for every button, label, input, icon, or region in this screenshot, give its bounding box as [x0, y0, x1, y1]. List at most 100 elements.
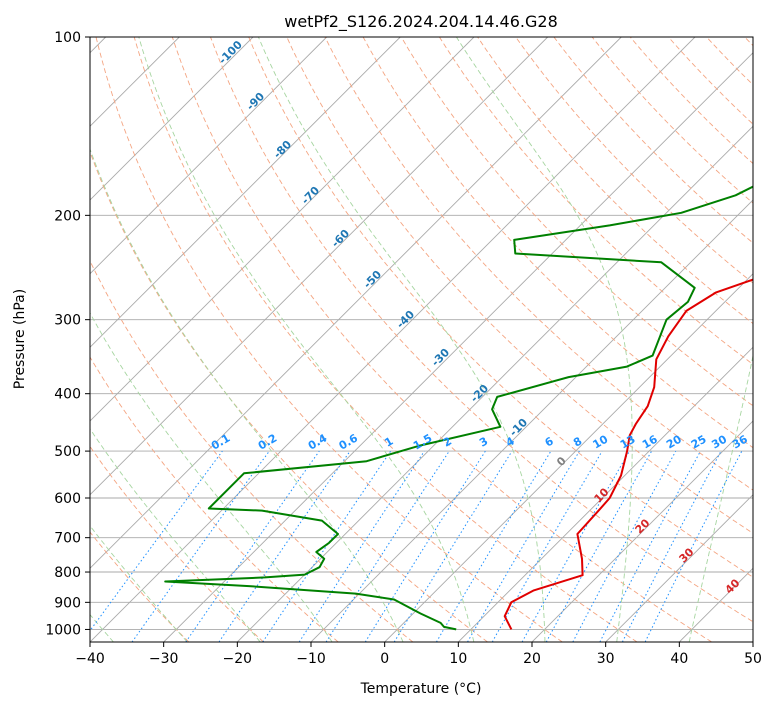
dry-adiabat-label: -20 — [468, 382, 491, 405]
moist-adiabat-label: 40 — [723, 576, 743, 596]
isotherm-line — [752, 641, 753, 642]
y-tick-label: 700 — [54, 531, 81, 547]
isotherm-line — [90, 37, 549, 496]
x-tick-label: 10 — [449, 651, 467, 667]
mixing-ratio-label: 0.4 — [306, 431, 330, 452]
plot-frame — [89, 36, 754, 643]
mixing-ratio-line — [572, 450, 677, 642]
isotherm-line — [90, 37, 475, 422]
mixing-ratio-line — [325, 450, 450, 642]
dry-adiabat-label: -30 — [429, 346, 452, 369]
mixing-ratio-label: 30 — [709, 432, 729, 451]
mixing-ratio-label: 3 — [477, 435, 490, 450]
isotherm-line — [457, 346, 753, 642]
dry-adiabat-line — [90, 445, 264, 642]
dry-adiabat-label: -40 — [394, 308, 417, 331]
mixing-ratio-line — [218, 450, 351, 642]
isotherm-line — [531, 420, 753, 642]
moist-adiabat-line — [257, 37, 546, 642]
dry-adiabat-line — [439, 37, 753, 365]
dry-adiabat-line — [400, 37, 753, 407]
mixing-ratio-label: 36 — [730, 432, 750, 451]
mixing-ratio-label: 1 — [382, 435, 395, 450]
dry-adiabat-line — [171, 37, 712, 642]
mixing-ratio-line — [131, 450, 270, 642]
y-tick-label: 800 — [54, 565, 81, 581]
y-tick-label: 100 — [54, 30, 81, 46]
mixing-ratio-label: 16 — [640, 432, 660, 451]
temperature-line — [503, 278, 753, 630]
mixing-ratio-line — [467, 450, 580, 642]
mixing-ratio-label: 25 — [689, 433, 709, 452]
x-tick-label: −20 — [223, 651, 253, 667]
dry-adiabat-line — [324, 37, 753, 491]
y-tick-label: 200 — [54, 208, 81, 224]
dry-adiabat-line — [95, 37, 563, 642]
isotherm-line — [310, 199, 753, 642]
moist-adiabat-label: 20 — [633, 516, 653, 536]
dry-adiabat-line — [553, 37, 753, 244]
moist-adiabat-label: 30 — [677, 545, 697, 565]
mixing-ratio-label: 2 — [441, 435, 454, 450]
isotherm-line — [90, 37, 696, 642]
mixing-ratio-label: 0.2 — [256, 432, 279, 453]
mixing-ratio-label: 0.1 — [209, 432, 232, 453]
mixing-ratio-line — [393, 450, 513, 642]
x-tick-label: −40 — [75, 651, 105, 667]
dry-adiabat-label: -90 — [244, 90, 267, 113]
mixing-ratio-label: 8 — [571, 435, 584, 450]
isotherm-line — [90, 37, 328, 275]
dry-adiabat-line — [248, 37, 753, 578]
moist-adiabat-line — [90, 311, 333, 642]
moist-adiabat-line — [456, 37, 633, 642]
isotherm-line — [163, 52, 753, 642]
dry-adiabat-line — [706, 37, 753, 86]
dry-adiabat-line — [744, 37, 753, 47]
mixing-ratio-label: 13 — [618, 433, 638, 452]
moist-adiabat-line — [138, 37, 475, 642]
mixing-ratio-label: 1.5 — [411, 432, 434, 453]
y-tick-label: 1000 — [45, 622, 81, 638]
mixing-ratio-line — [644, 450, 743, 642]
dry-adiabat-line — [90, 531, 190, 642]
y-tick-label: 600 — [54, 491, 81, 507]
x-tick-label: 40 — [670, 651, 688, 667]
y-tick-label: 400 — [54, 387, 81, 403]
dewpoint-line — [164, 185, 753, 631]
dry-adiabat-line — [90, 356, 339, 642]
dry-adiabat-line — [515, 37, 753, 284]
dry-adiabat-label: -80 — [271, 138, 294, 161]
isotherm-line — [236, 125, 753, 642]
sounding-series — [164, 185, 753, 631]
moist-adiabat-label: 10 — [592, 485, 612, 505]
y-axis-label: Pressure (hPa) — [12, 289, 28, 389]
dry-adiabat-line — [210, 37, 753, 623]
mixing-ratio-line — [621, 450, 722, 642]
mixing-ratio-line — [262, 450, 392, 642]
isotherm-line — [90, 37, 401, 348]
y-tick-label: 500 — [54, 444, 81, 460]
mixing-ratio-line — [521, 450, 630, 642]
background-lines — [90, 37, 753, 642]
y-tick-label: 300 — [54, 313, 81, 329]
isotherm-line — [90, 37, 254, 201]
isotherm-line — [90, 37, 622, 569]
mixing-ratio-label: 10 — [590, 432, 610, 451]
dry-adiabat-label: -70 — [299, 184, 322, 207]
dry-adiabat-line — [133, 37, 638, 642]
mixing-ratio-line — [90, 450, 223, 632]
axis-ticks: −40 −30 −20 −10 0 10 20 30 40 5010009008007006005… — [45, 30, 762, 667]
x-tick-label: 50 — [744, 651, 762, 667]
dry-adiabat-label: -60 — [329, 227, 352, 250]
x-tick-label: 20 — [523, 651, 541, 667]
moist-adiabat-line — [90, 147, 404, 642]
mixing-ratio-line — [185, 450, 320, 642]
moist-adiabat-line — [90, 428, 261, 642]
moist-adiabat-line — [688, 353, 753, 642]
dry-adiabat-label: -50 — [361, 268, 384, 291]
isotherm-line — [678, 567, 753, 642]
x-tick-label: 30 — [597, 651, 615, 667]
chart-title: wetPf2_S126.2024.204.14.46.G28 — [284, 12, 558, 32]
x-tick-label: 0 — [380, 651, 389, 667]
